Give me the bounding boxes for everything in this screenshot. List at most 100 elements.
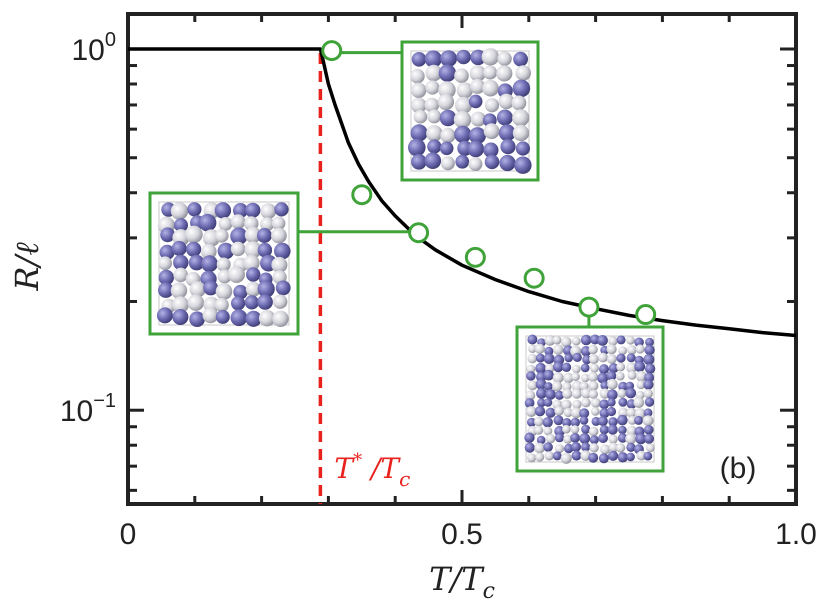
light-bead (411, 97, 427, 114)
x-axis-title: T/Tc (429, 560, 495, 602)
dark-bead (553, 361, 564, 373)
light-bead (189, 281, 206, 298)
light-bead (626, 407, 637, 418)
light-bead (588, 371, 599, 382)
dark-bead (588, 452, 599, 463)
light-bead (633, 397, 645, 408)
light-bead (260, 217, 275, 232)
dark-bead (171, 240, 187, 256)
x-tick-label: 0.5 (441, 518, 483, 551)
light-bead (497, 51, 512, 66)
dark-bead (600, 381, 610, 390)
series-layer (128, 47, 797, 504)
dark-bead (543, 398, 553, 407)
dark-bead (201, 255, 218, 273)
dark-bead (645, 337, 654, 347)
dark-bead (618, 397, 628, 407)
dark-bead (198, 213, 217, 232)
dark-bead (158, 282, 174, 298)
dark-bead (607, 424, 618, 435)
light-bead (608, 336, 618, 346)
light-bead (571, 388, 582, 399)
dark-bead (564, 443, 574, 454)
light-bead (527, 380, 538, 391)
light-bead (427, 109, 442, 124)
light-bead (230, 214, 246, 230)
dark-bead (160, 227, 176, 243)
dark-bead (439, 109, 457, 127)
light-bead (618, 346, 627, 355)
dark-bead (233, 203, 248, 218)
dark-bead (467, 140, 485, 158)
dark-bead (626, 452, 635, 462)
dark-bead (427, 139, 442, 154)
dark-bead (607, 398, 616, 407)
fit-curve (128, 47, 797, 338)
light-bead (534, 416, 544, 427)
light-bead (470, 78, 485, 94)
data-point (578, 296, 600, 318)
light-bead (616, 362, 626, 372)
light-bead (570, 407, 582, 419)
light-bead (626, 425, 637, 436)
dark-bead (535, 353, 545, 363)
dark-bead (172, 309, 189, 325)
light-bead (228, 266, 245, 283)
inset-box-edge (410, 50, 530, 172)
dark-bead (608, 417, 618, 427)
dark-bead (454, 125, 472, 143)
light-bead (272, 310, 289, 327)
dark-bead (468, 94, 483, 109)
dark-bead (542, 417, 553, 428)
light-bead (158, 256, 173, 271)
dark-bead (424, 152, 442, 169)
dark-bead (274, 202, 289, 217)
dark-bead (257, 294, 273, 310)
light-bead (535, 452, 545, 462)
dark-bead (274, 242, 291, 260)
dark-bead (203, 280, 219, 296)
dark-bead (616, 335, 626, 345)
dark-bead (606, 406, 617, 417)
light-bead (555, 444, 564, 454)
light-bead (571, 372, 580, 382)
dark-bead (257, 242, 273, 258)
dark-bead (635, 433, 647, 445)
dark-bead (617, 452, 628, 463)
dark-bead (618, 381, 628, 392)
light-bead (527, 453, 537, 463)
dark-bead (410, 124, 428, 142)
dark-bead (245, 310, 262, 327)
dark-bead (159, 244, 175, 260)
ordered-inset (400, 40, 540, 182)
dark-bead (440, 50, 457, 67)
dark-bead (544, 346, 554, 356)
dark-bead (257, 280, 275, 298)
light-bead (245, 281, 261, 297)
dark-bead (579, 408, 590, 419)
dark-bead (456, 49, 471, 65)
light-bead (413, 109, 428, 124)
light-bead (273, 294, 288, 309)
dark-bead (597, 372, 609, 384)
dark-bead (187, 202, 202, 217)
dark-bead (591, 416, 601, 426)
dark-bead (581, 442, 591, 452)
y-tick-label: 100 (72, 29, 117, 67)
dark-bead (439, 141, 454, 156)
light-bead (440, 127, 456, 144)
light-bead (170, 202, 189, 220)
light-bead (244, 226, 262, 244)
light-bead (271, 256, 288, 273)
dark-bead (634, 361, 646, 372)
light-bead (483, 123, 500, 140)
light-bead (201, 243, 217, 260)
panel-label: (b) (720, 452, 757, 485)
dark-bead (644, 425, 654, 435)
light-bead (636, 450, 647, 461)
light-bead (615, 443, 626, 453)
light-bead (527, 353, 538, 364)
mixed-inset (148, 191, 300, 336)
dark-bead (246, 267, 261, 282)
dark-bead (572, 352, 582, 362)
